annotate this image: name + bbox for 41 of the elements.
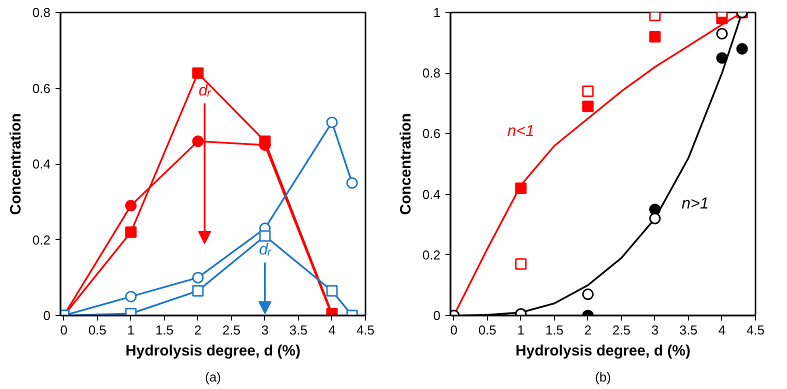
y-tick-label: 0.6 (422, 126, 441, 142)
text: (b) (595, 370, 611, 384)
y-tick-label: 0.2 (32, 232, 51, 248)
x-tick-label: 1.5 (545, 322, 564, 338)
y-tick-label: 0.4 (32, 156, 51, 172)
y-tick-label: 0.6 (32, 80, 51, 96)
y-tick-label: 0 (433, 308, 441, 323)
x-tick-label: 2.5 (222, 322, 240, 338)
y-tick-label: 1 (433, 5, 441, 20)
x-tick-label: 1.5 (155, 322, 174, 338)
x-tick-label: 4 (718, 322, 726, 338)
y-tick-label: 0.2 (422, 247, 441, 262)
annotation: dᵣ (258, 242, 272, 259)
annotation: n<1 (507, 122, 534, 140)
y-axis-title: Concentration (397, 113, 414, 215)
annotation: dᵣ (198, 82, 212, 100)
x-tick-label: 0 (60, 322, 68, 338)
x-tick-label: 0.5 (88, 322, 106, 338)
y-tick-label: 0.8 (32, 5, 51, 20)
x-tick-label: 1 (517, 322, 525, 338)
text: (a) (205, 370, 221, 384)
x-tick-label: 4 (328, 322, 336, 338)
y-tick-label: 0.8 (422, 66, 441, 81)
x-tick-label: 4.5 (356, 322, 375, 338)
y-tick-label: 0.4 (422, 186, 441, 202)
x-tick-label: 3.5 (679, 322, 698, 338)
x-tick-label: 0 (450, 322, 458, 338)
x-tick-label: 1 (127, 322, 135, 338)
x-tick-label: 0.5 (478, 322, 496, 338)
annotation: n>1 (682, 195, 709, 212)
x-tick-label: 3 (261, 322, 269, 338)
x-axis-title: Hydrolysis degree, d (%) (125, 342, 301, 360)
x-tick-label: 2 (194, 322, 202, 338)
x-tick-label: 3.5 (289, 322, 308, 338)
x-tick-label: 2.5 (612, 322, 630, 338)
y-tick-label: 0 (43, 308, 51, 323)
x-axis-title: Hydrolysis degree, d (%) (515, 342, 691, 360)
y-axis-title: Concentration (7, 113, 24, 215)
x-tick-label: 3 (651, 322, 659, 338)
x-tick-label: 4.5 (746, 322, 765, 338)
x-tick-label: 2 (584, 322, 592, 338)
